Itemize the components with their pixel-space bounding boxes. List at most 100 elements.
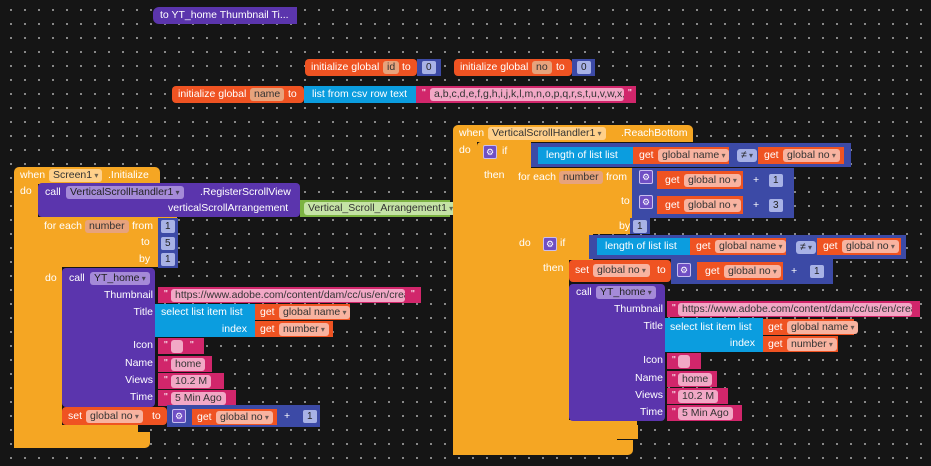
variable-dropdown[interactable]: global no — [783, 149, 840, 162]
number-block[interactable]: 0 — [417, 59, 441, 76]
number-value[interactable]: 1 — [161, 220, 175, 233]
text-value[interactable]: 10.2 M — [171, 375, 212, 388]
text-value[interactable]: https://www.adobe.com/content/dam/cc/us/… — [678, 303, 912, 316]
variable-dropdown[interactable]: global no — [216, 411, 273, 424]
init-global-name-block[interactable]: initialize global name to — [172, 86, 304, 103]
gear-icon[interactable]: ⚙ — [677, 263, 691, 277]
variable-dropdown[interactable]: global name — [715, 240, 787, 253]
variable-dropdown[interactable]: global name — [787, 321, 859, 334]
get-global-name[interactable]: get global name — [633, 147, 730, 164]
gear-icon[interactable]: ⚙ — [543, 237, 557, 251]
variable-name-field[interactable]: id — [383, 61, 400, 74]
get-global-name[interactable]: get global name — [255, 304, 351, 320]
length-of-list-block[interactable]: length of list list — [538, 147, 633, 164]
number-value[interactable]: 1 — [633, 220, 647, 233]
text-value[interactable]: https://www.adobe.com/content/dam/cc/us/… — [171, 289, 405, 302]
text-value[interactable]: home — [171, 358, 206, 371]
number-value[interactable]: 0 — [422, 61, 436, 74]
operator-dropdown[interactable]: ≠ — [737, 149, 758, 162]
text-value[interactable]: a,b,c,d,e,f,g,h,i,j,k,l,m,n,o,p,q,r,s,t,… — [430, 88, 624, 101]
if-block[interactable]: ⚙ if — [477, 142, 531, 168]
procedure-dropdown[interactable]: YT_home — [596, 286, 656, 299]
gear-icon[interactable]: ⚙ — [639, 195, 653, 209]
operator-dropdown[interactable]: ≠ — [796, 241, 817, 254]
views-text-block[interactable]: " 10.2 M — [667, 388, 728, 404]
set-global-no[interactable]: set global no to — [62, 407, 167, 425]
init-global-no-block[interactable]: initialize global no to — [454, 59, 572, 76]
icon-text-block[interactable]: " — [667, 353, 701, 369]
get-global-no[interactable]: get global no — [758, 147, 844, 164]
variable-dropdown[interactable]: global name — [279, 306, 351, 319]
views-text-block[interactable]: " 10.2 M — [158, 373, 224, 389]
if-block[interactable]: ⚙ if — [537, 234, 593, 260]
number-value[interactable]: 1 — [769, 174, 783, 187]
get-global-name[interactable]: get global name — [690, 238, 787, 255]
time-text-block[interactable]: " 5 Min Ago — [667, 405, 742, 421]
time-text-block[interactable]: " 5 Min Ago — [158, 390, 236, 406]
variable-dropdown[interactable]: global no — [684, 199, 741, 212]
get-number[interactable]: get number — [255, 321, 333, 337]
variable-dropdown[interactable]: number — [279, 323, 329, 336]
get-global-no[interactable]: get global no — [657, 196, 743, 214]
get-global-no[interactable]: get global no — [697, 262, 783, 280]
number-value[interactable]: 1 — [303, 410, 317, 423]
variable-dropdown[interactable]: global no — [684, 174, 741, 187]
variable-name-field[interactable]: no — [532, 61, 552, 74]
name-text-block[interactable]: " home — [667, 371, 717, 387]
number-block[interactable]: 0 — [572, 59, 595, 76]
gear-icon[interactable]: ⚙ — [639, 170, 653, 184]
component-dropdown[interactable]: Vertical_Scroll_Arrangement1 — [304, 202, 458, 215]
select-list-item-block[interactable]: select list item list index — [155, 304, 255, 337]
for-each-range-block[interactable]: for each number from to by — [513, 168, 633, 234]
procedure-definition-collapsed[interactable]: to YT_home Thumbnail Ti... — [153, 7, 297, 24]
number-value[interactable]: 1 — [810, 265, 824, 278]
procedure-dropdown[interactable]: YT_home — [90, 272, 150, 285]
gear-icon[interactable]: ⚙ — [172, 409, 186, 423]
call-register-scroll-view[interactable]: call VerticalScrollHandler1 .RegisterScr… — [38, 183, 300, 217]
variable-dropdown[interactable]: number — [787, 338, 837, 351]
text-value[interactable]: 5 Min Ago — [171, 392, 226, 405]
get-global-no[interactable]: get global no — [192, 409, 277, 425]
variable-dropdown[interactable]: global no — [724, 265, 781, 278]
text-value[interactable]: home — [678, 373, 713, 386]
get-global-no[interactable]: get global no — [817, 238, 901, 255]
variable-name-field[interactable]: number — [559, 171, 603, 184]
number-value[interactable]: 5 — [161, 237, 175, 250]
get-global-no[interactable]: get global no — [657, 171, 743, 189]
component-dropdown[interactable]: Screen1 — [49, 169, 103, 182]
component-dropdown[interactable]: VerticalScrollHandler1 — [66, 186, 184, 199]
component-block[interactable]: Vertical_Scroll_Arrangement1 — [300, 200, 458, 217]
for-each-range-block[interactable]: for each number from to by — [38, 217, 177, 267]
variable-dropdown[interactable]: global name — [658, 149, 730, 162]
icon-text-block[interactable]: " " — [158, 338, 204, 354]
thumbnail-text-block[interactable]: " https://www.adobe.com/content/dam/cc/u… — [667, 301, 920, 317]
set-global-no[interactable]: set global no to — [569, 260, 671, 282]
variable-name-field[interactable]: name — [250, 88, 285, 101]
variable-dropdown[interactable]: global no — [842, 240, 899, 253]
list-from-csv-row-block[interactable]: list from csv row text — [304, 86, 416, 103]
text-block[interactable]: " a,b,c,d,e,f,g,h,i,j,k,l,m,n,o,p,q,r,s,… — [416, 86, 636, 103]
init-global-id-block[interactable]: initialize global id to — [305, 59, 417, 76]
text-value[interactable]: 5 Min Ago — [678, 407, 733, 420]
number-block[interactable]: 1 — [630, 218, 650, 234]
number-value[interactable]: 3 — [769, 199, 783, 212]
select-list-item-block[interactable]: select list item list index — [665, 318, 763, 352]
call-yt-home[interactable]: call YT_home Thumbnail Title Icon Name V… — [62, 268, 155, 407]
variable-dropdown[interactable]: global no — [593, 264, 650, 277]
gear-icon[interactable]: ⚙ — [483, 145, 497, 159]
component-dropdown[interactable]: VerticalScrollHandler1 — [488, 127, 606, 140]
name-text-block[interactable]: " home — [158, 356, 212, 372]
number-value[interactable]: 0 — [577, 61, 591, 74]
text-value[interactable] — [678, 355, 690, 368]
text-value[interactable]: 10.2 M — [678, 390, 719, 403]
length-of-list-block[interactable]: length of list list — [597, 238, 691, 255]
variable-dropdown[interactable]: global no — [86, 410, 143, 423]
number-value[interactable]: 1 — [161, 253, 175, 266]
variable-name-field[interactable]: number — [85, 220, 129, 233]
screen-initialize-event[interactable]: when Screen1 .Initialize — [14, 167, 160, 184]
get-number[interactable]: get number — [763, 336, 838, 352]
call-yt-home[interactable]: call YT_home Thumbnail Title Icon Name V… — [569, 284, 665, 421]
reach-bottom-event[interactable]: when VerticalScrollHandler1 .ReachBottom — [453, 125, 693, 142]
thumbnail-text-block[interactable]: " https://www.adobe.com/content/dam/cc/u… — [158, 287, 421, 303]
get-global-name[interactable]: get global name — [763, 319, 859, 335]
